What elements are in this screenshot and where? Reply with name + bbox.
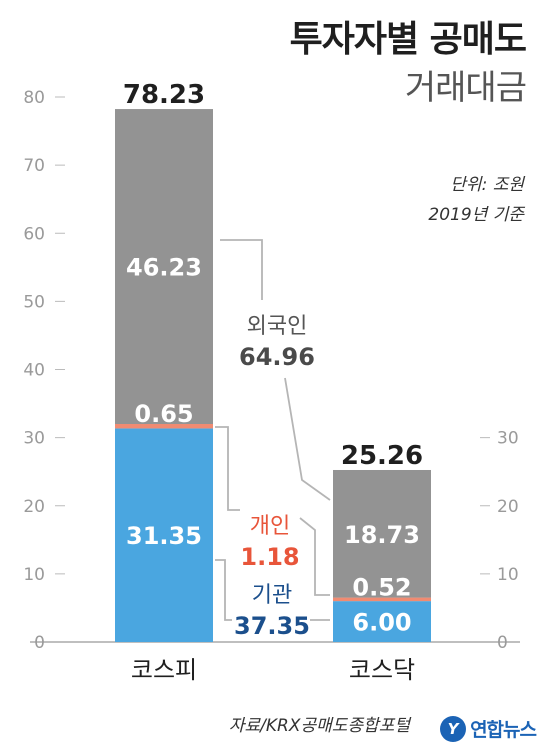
bar-value-label-foreign: 46.23 [126, 254, 202, 282]
left-axis-tick-label: 0 [34, 633, 45, 653]
bar-value-label-institution: 6.00 [352, 609, 411, 637]
bar-segment-institution [115, 428, 213, 642]
left-axis-tick-label: 40 [23, 361, 45, 381]
basis-note: 2019년 기준 [428, 205, 524, 225]
bar-value-label-foreign: 18.73 [344, 521, 420, 549]
chart-subtitle: 거래대금 [404, 68, 527, 108]
connector-institution-left [215, 559, 232, 621]
left-axis-tick-label: 10 [23, 565, 45, 585]
right-axis-tick-label: 10 [497, 565, 519, 585]
group-total-individual: 1.18 [240, 543, 299, 571]
category-label: 코스피 [131, 656, 197, 684]
right-axis-tick-label: 30 [497, 429, 519, 449]
yonhap-logo-icon: Y [440, 715, 467, 742]
bar-segment-individual [333, 597, 431, 602]
source-note: 자료/KRX공매도종합포털 [228, 716, 410, 736]
publisher-logo: Y 연합뉴스 [440, 715, 537, 742]
left-axis-tick-label: 80 [23, 88, 45, 108]
left-axis-tick-label: 60 [23, 224, 45, 244]
connector-individual-left [215, 426, 240, 511]
bar-segment-institution [333, 601, 431, 642]
group-total-foreign: 64.96 [239, 343, 315, 371]
left-axis-tick-label: 20 [23, 497, 45, 517]
bar-total-label: 78.23 [123, 80, 205, 110]
left-axis-tick-label: 50 [23, 292, 45, 312]
group-name-individual: 개인 [250, 514, 290, 539]
bar-segment-foreign [333, 469, 431, 598]
bar-value-label-individual: 0.52 [352, 574, 411, 602]
connector-foreign-top [220, 239, 263, 300]
group-name-institution: 기관 [252, 583, 292, 608]
bar-segment-individual [115, 424, 213, 429]
connector-foreign-bottom [284, 377, 331, 501]
unit-note: 단위: 조원 [450, 175, 524, 195]
bar-value-label-individual: 0.65 [134, 400, 193, 428]
bar-segment-foreign [115, 109, 213, 424]
category-label: 코스닥 [349, 656, 415, 684]
group-name-foreign: 외국인 [247, 314, 308, 339]
right-axis-tick-label: 0 [497, 633, 508, 653]
left-axis-tick-label: 70 [23, 156, 45, 176]
bar-value-label-institution: 31.35 [126, 522, 202, 550]
group-total-institution: 37.35 [234, 612, 310, 640]
publisher-name: 연합뉴스 [470, 719, 537, 741]
left-axis-tick-label: 30 [23, 429, 45, 449]
bar-total-label: 25.26 [341, 441, 423, 471]
connector-individual-right [299, 517, 330, 596]
chart-title: 투자자별 공매도 [289, 19, 527, 60]
right-axis-tick-label: 20 [497, 497, 519, 517]
